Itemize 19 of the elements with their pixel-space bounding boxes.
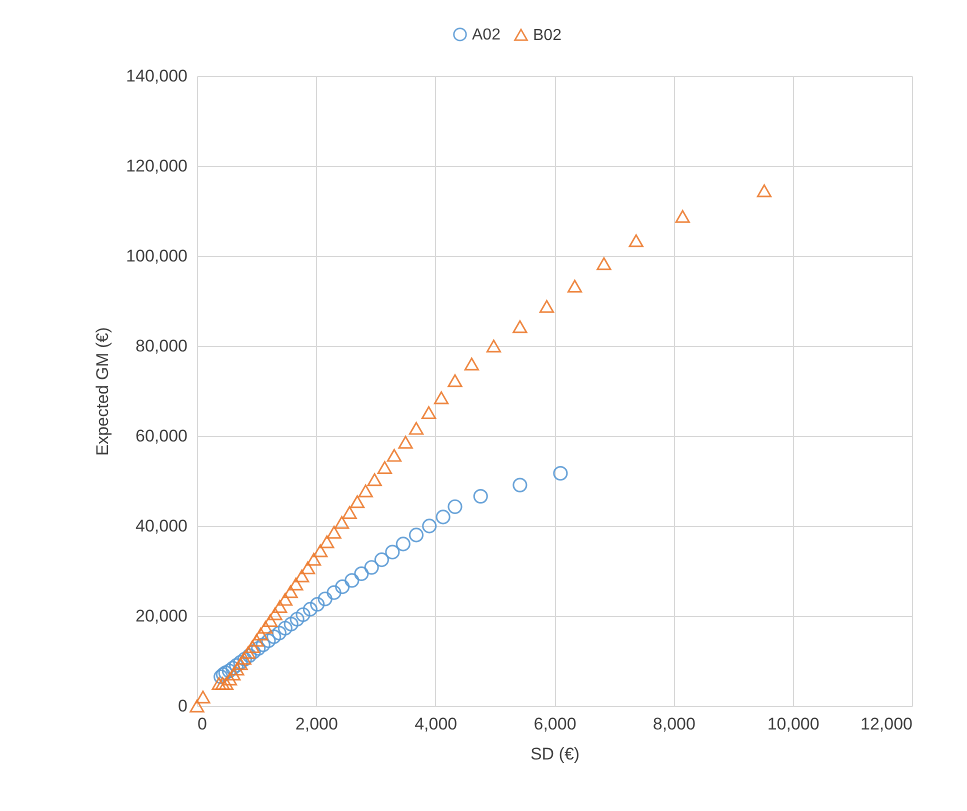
x-tick-label: 6,000: [534, 714, 576, 734]
y-tick-label: 120,000: [126, 156, 188, 176]
y-tick-label: 100,000: [126, 246, 188, 266]
x-tick-label: 10,000: [767, 714, 820, 734]
y-tick-label: 0: [178, 696, 188, 716]
x-axis-title: SD (€): [530, 744, 580, 764]
y-tick-label: 60,000: [136, 426, 188, 446]
y-tick-label: 20,000: [136, 606, 188, 626]
y-axis-title: Expected GM (€): [93, 327, 112, 456]
x-tick-label: 0: [198, 714, 207, 734]
y-tick-label: 140,000: [126, 66, 188, 86]
x-tick-label: 12,000: [860, 714, 912, 734]
y-tick-label: 80,000: [136, 336, 188, 356]
y-tick-label: 40,000: [136, 516, 188, 536]
x-tick-label: 2,000: [295, 714, 338, 734]
x-tick-label: 4,000: [414, 714, 458, 734]
legend-label: A02: [472, 26, 501, 44]
x-tick-label: 8,000: [652, 714, 696, 734]
legend-label: B02: [533, 26, 562, 44]
